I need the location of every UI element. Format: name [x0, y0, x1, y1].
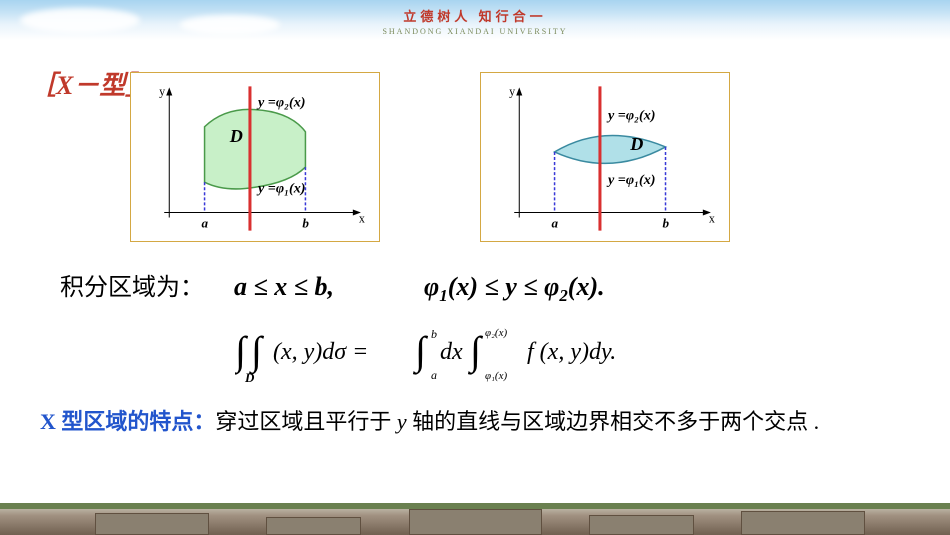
- diagram-left: y x y =φ₂(x) y =φ₁(x) D a b: [130, 72, 380, 242]
- banner-text-block: 立德树人 知行合一 SHANDONG XIANDAI UNIVERSITY: [382, 6, 567, 36]
- b-lim: b: [431, 327, 437, 341]
- diagrams-container: y x y =φ₂(x) y =φ₁(x) D a b: [130, 72, 920, 242]
- feature-description: X 型区域的特点：穿过区域且平行于 y 轴的直线与区域边界相交不多于两个交点 .: [30, 402, 920, 442]
- b-label: b: [302, 216, 309, 231]
- y-axis-label: y: [509, 84, 515, 98]
- phi2-lim: φ₂(x): [485, 327, 507, 339]
- x-range: a ≤ x ≤ b,: [234, 272, 334, 302]
- sub1: 1: [439, 286, 447, 305]
- region-d-label: D: [229, 126, 243, 146]
- phi2: φ: [544, 272, 559, 301]
- diagram-right-svg: y x y =φ₂(x) y =φ₁(x) D a b: [489, 81, 721, 233]
- lhs: (x, y)dσ =: [273, 339, 368, 365]
- dx: dx: [440, 339, 463, 365]
- sub2: 2: [559, 286, 567, 305]
- cloud-decoration: [20, 8, 140, 33]
- svg-text:∫: ∫: [467, 328, 484, 375]
- phi1-lim: φ₁(x): [485, 370, 507, 382]
- cloud-decoration: [180, 15, 280, 35]
- feature-text-1: 穿过区域且平行于: [215, 409, 391, 434]
- motto-text: 立德树人 知行合一: [382, 6, 567, 25]
- bottom-campus-image: [0, 503, 950, 535]
- feature-text-2: 轴的直线与区域边界相交不多于两个交点 .: [412, 409, 819, 434]
- y-range: φ1(x) ≤ y ≤ φ2(x).: [424, 272, 605, 306]
- D-subscript: D: [244, 370, 255, 384]
- domain-formula-row: 积分区域为： a ≤ x ≤ b, φ1(x) ≤ y ≤ φ2(x).: [30, 267, 920, 306]
- feature-label: X 型区域的特点：: [40, 409, 215, 434]
- y-axis-label: y: [159, 84, 165, 98]
- university-name: SHANDONG XIANDAI UNIVERSITY: [382, 27, 567, 36]
- upper-curve-label: y =φ₂(x): [606, 108, 655, 124]
- svg-text:∫: ∫: [248, 328, 265, 375]
- building-decoration: [266, 517, 361, 535]
- building-decoration: [409, 509, 542, 535]
- svg-text:∫: ∫: [412, 328, 429, 375]
- diagram-left-svg: y x y =φ₂(x) y =φ₁(x) D a b: [139, 81, 371, 233]
- domain-label: 积分区域为：: [60, 267, 204, 302]
- lower-curve-label: y =φ₁(x): [606, 172, 655, 188]
- region-d-label: D: [629, 134, 643, 154]
- building-decoration: [741, 511, 865, 535]
- rhs: f (x, y)dy.: [527, 339, 616, 365]
- a-lim: a: [431, 368, 437, 382]
- building-decoration: [589, 515, 694, 535]
- diagram-right: y x y =φ₂(x) y =φ₁(x) D a b: [480, 72, 730, 242]
- slide-content: ［X－型］ y x y =φ₂(x) y =φ₁(x): [0, 40, 950, 442]
- integral-formula: ∫ ∫ D (x, y)dσ = ∫ b a dx ∫ φ₂(x) φ₁(x) …: [30, 324, 920, 384]
- a-label: a: [202, 216, 209, 231]
- x-axis-label: x: [359, 212, 365, 226]
- mid: (x) ≤ y ≤: [448, 272, 544, 301]
- svg-text:∫: ∫: [235, 328, 249, 375]
- integral-svg: ∫ ∫ D (x, y)dσ = ∫ b a dx ∫ φ₂(x) φ₁(x) …: [235, 324, 715, 384]
- y-variable: y: [397, 409, 407, 434]
- a-label: a: [552, 216, 559, 231]
- tail: (x).: [568, 272, 605, 301]
- upper-curve-label: y =φ₂(x): [256, 95, 305, 111]
- b-label: b: [662, 216, 669, 231]
- x-axis-label: x: [709, 212, 715, 226]
- phi1: φ: [424, 272, 439, 301]
- lower-curve-label: y =φ₁(x): [256, 180, 305, 196]
- building-decoration: [95, 513, 209, 535]
- top-banner: 立德树人 知行合一 SHANDONG XIANDAI UNIVERSITY: [0, 0, 950, 40]
